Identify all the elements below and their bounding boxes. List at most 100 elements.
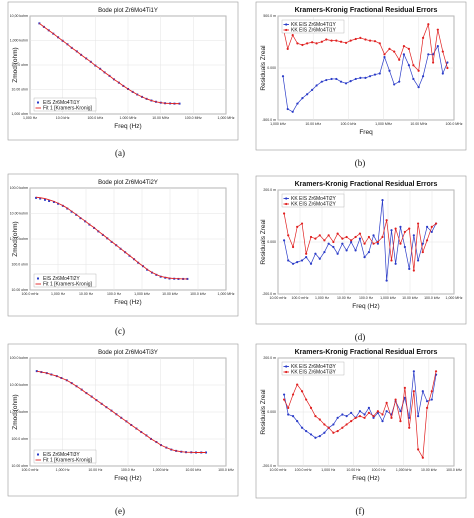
data-point [446,61,449,64]
y-tick-label: 0.000 [267,240,276,244]
data-point [282,393,286,396]
x-tick-label: 1,000 Hz [315,296,329,300]
legend-marker [285,202,288,206]
data-point [341,237,344,240]
data-point [287,406,290,409]
chart-panel-4: 10.00 mHz 100.0 mHz 1,000 Hz 10.00 Hz 100.0 … [255,175,467,325]
data-point [408,416,411,419]
data-point [330,39,333,42]
data-point [434,370,438,373]
data-point [330,77,333,81]
data-point [394,262,397,265]
data-point [323,423,326,426]
data-point [425,225,429,229]
data-point [368,75,372,78]
data-point [430,398,433,401]
data-point [315,42,318,45]
y-tick-label: 100.0 ohm [11,437,28,441]
x-tick-label: 1,000 kHz [270,122,286,126]
data-point [399,225,402,229]
x-tick-label: 1,000 kHz [396,468,412,472]
data-point [354,37,357,41]
data-point [412,64,415,67]
y-tick-label: 100.0 kohm [10,186,28,190]
data-point [390,416,393,419]
data-point [383,53,386,56]
x-tick-label: 1,000 Hz [51,292,65,296]
y-tick-label: -500.0 m [262,118,276,122]
data-point [403,230,406,234]
data-point [311,88,314,91]
data-point [402,45,406,48]
y-tick-label: 100.0 kohm [10,356,28,360]
data-point [354,249,357,252]
data-point [441,72,444,75]
data-point [390,259,393,262]
data-point [425,400,429,403]
data-point [430,390,433,393]
data-point [358,232,362,235]
data-point [373,40,377,43]
data-point [306,93,309,96]
x-tick-label: 10.00 kHz [185,468,201,472]
y-axis-label: Residuals Zreal [260,219,267,265]
data-point [363,242,366,245]
data-point [325,38,328,41]
data-point [416,448,420,451]
data-point [309,235,313,239]
y-axis-label: Residuals Zreal [260,45,267,91]
data-point [291,415,295,418]
x-axis-label: Freq (Hz) [352,475,379,482]
data-point [412,390,415,393]
x-axis-label: Freq (Hz) [114,123,141,130]
x-tick-label: 10.00 kHz [162,292,178,296]
data-point [314,252,317,255]
data-point [332,245,335,249]
data-point [425,406,429,409]
data-point [394,227,397,230]
panel-caption: (c) [115,326,125,336]
data-point [282,398,286,401]
x-tick-label: 1.000 MHz [120,116,137,120]
data-point [385,219,388,222]
data-point [305,252,308,255]
legend-marker [285,365,288,368]
chart-panel-3: 100.0 mHz 1,000 Hz 10.00 Hz 100.0 Hz 1,000 k… [7,173,239,317]
x-tick-label: 100.0 MHz [446,122,463,126]
x-axis-label: Freq (Hz) [114,475,141,482]
legend-box [33,273,97,288]
legend-marker [285,197,288,200]
x-tick-label: 100.0 mHz [292,296,309,300]
data-point [432,53,435,56]
data-point [300,390,304,393]
data-point [432,61,435,64]
data-point [287,413,290,416]
data-point [327,242,330,245]
data-point [421,36,425,39]
data-point [344,82,348,85]
data-point [407,47,411,50]
legend-label: KK EIS Zr6Mo4Ti1Y [291,28,336,34]
data-point [421,390,424,393]
data-point [376,410,379,413]
x-tick-label: 1,000 MHz [375,122,392,126]
x-tick-label: 100.0 MHz [185,116,202,120]
data-point [301,97,304,100]
x-tick-label: 1,000 Hz [321,468,335,472]
y-tick-label: 10.00 ohm [11,88,28,92]
y-tick-label: 10.00 kohm [10,212,28,216]
x-tick-label: 100.0 kHz [341,122,357,126]
x-tick-label: 100.0 kHz [424,296,440,300]
data-point [311,41,314,44]
data-point [363,255,366,259]
data-point [378,72,381,75]
data-point [394,398,397,401]
data-point [291,110,294,113]
data-point [398,80,401,83]
data-point [335,77,338,81]
legend-label: Fit 1 [Kramers-Kronig] [43,282,93,288]
data-point [336,252,339,255]
